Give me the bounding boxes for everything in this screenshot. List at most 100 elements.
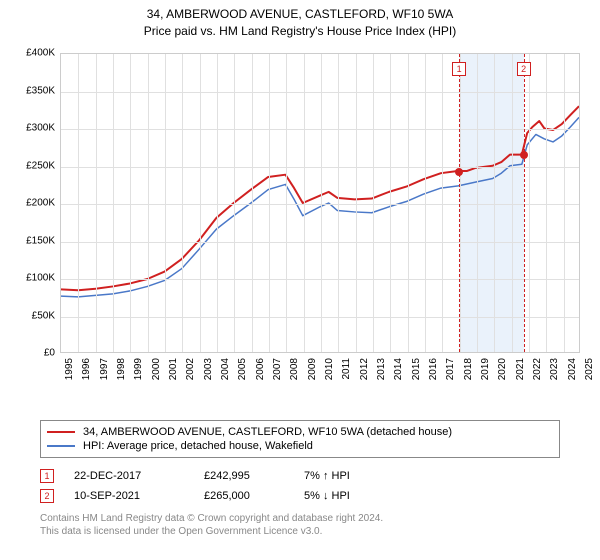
legend-item: 34, AMBERWOOD AVENUE, CASTLEFORD, WF10 5… <box>47 425 553 439</box>
gridline-v <box>165 54 166 352</box>
title-subtitle: Price paid vs. HM Land Registry's House … <box>0 23 600 40</box>
sale-row: 210-SEP-2021£265,0005% ↓ HPI <box>40 486 560 506</box>
gridline-v <box>546 54 547 352</box>
x-tick-label: 2014 <box>393 358 404 380</box>
x-tick-label: 1997 <box>99 358 110 380</box>
legend-label: 34, AMBERWOOD AVENUE, CASTLEFORD, WF10 5… <box>83 426 452 438</box>
x-tick-label: 2009 <box>307 358 318 380</box>
gridline-v <box>182 54 183 352</box>
gridline-v <box>529 54 530 352</box>
gridline-v <box>494 54 495 352</box>
x-tick-label: 2011 <box>341 358 352 380</box>
y-tick-label: £0 <box>10 348 55 359</box>
attribution-line1: Contains HM Land Registry data © Crown c… <box>40 512 560 525</box>
gridline-v <box>321 54 322 352</box>
gridline-v <box>234 54 235 352</box>
x-tick-label: 2010 <box>324 358 335 380</box>
gridline-v <box>338 54 339 352</box>
gridline-v <box>356 54 357 352</box>
x-tick-label: 1996 <box>81 358 92 380</box>
x-tick-label: 2024 <box>567 358 578 380</box>
legend-label: HPI: Average price, detached house, Wake… <box>83 440 313 452</box>
gridline-v <box>564 54 565 352</box>
x-tick-label: 2002 <box>185 358 196 380</box>
x-tick-label: 2007 <box>272 358 283 380</box>
legend-swatch <box>47 431 75 433</box>
x-tick-label: 2023 <box>549 358 560 380</box>
x-tick-label: 2020 <box>497 358 508 380</box>
gridline-v <box>200 54 201 352</box>
sale-date: 10-SEP-2021 <box>74 490 184 502</box>
gridline-h <box>61 167 579 168</box>
x-tick-label: 2017 <box>445 358 456 380</box>
y-tick-label: £200K <box>10 198 55 209</box>
gridline-v <box>252 54 253 352</box>
gridline-v <box>390 54 391 352</box>
sale-marker-box: 1 <box>452 62 466 76</box>
x-tick-label: 2008 <box>289 358 300 380</box>
x-tick-label: 2022 <box>532 358 543 380</box>
series-property <box>61 106 579 290</box>
sale-row-number: 2 <box>40 489 54 503</box>
y-tick-label: £250K <box>10 160 55 171</box>
gridline-v <box>477 54 478 352</box>
x-tick-label: 1999 <box>133 358 144 380</box>
gridline-v <box>425 54 426 352</box>
line-series-svg <box>61 54 579 352</box>
legend-item: HPI: Average price, detached house, Wake… <box>47 439 553 453</box>
gridline-v <box>148 54 149 352</box>
x-tick-label: 2000 <box>151 358 162 380</box>
x-tick-label: 1995 <box>64 358 75 380</box>
y-tick-label: £150K <box>10 235 55 246</box>
gridline-v <box>512 54 513 352</box>
gridline-v <box>304 54 305 352</box>
y-tick-label: £100K <box>10 273 55 284</box>
x-tick-label: 2021 <box>515 358 526 380</box>
gridline-v <box>130 54 131 352</box>
legend-box: 34, AMBERWOOD AVENUE, CASTLEFORD, WF10 5… <box>40 420 560 458</box>
x-tick-label: 2019 <box>480 358 491 380</box>
gridline-v <box>286 54 287 352</box>
gridline-h <box>61 92 579 93</box>
x-tick-label: 2016 <box>428 358 439 380</box>
x-tick-label: 2001 <box>168 358 179 380</box>
x-tick-label: 2012 <box>359 358 370 380</box>
legend-swatch <box>47 445 75 447</box>
gridline-v <box>78 54 79 352</box>
sale-marker-box: 2 <box>517 62 531 76</box>
sale-vline <box>524 54 525 352</box>
y-tick-label: £300K <box>10 123 55 134</box>
gridline-v <box>217 54 218 352</box>
gridline-v <box>442 54 443 352</box>
gridline-v <box>113 54 114 352</box>
chart-title-block: 34, AMBERWOOD AVENUE, CASTLEFORD, WF10 5… <box>0 0 600 40</box>
x-tick-label: 2018 <box>463 358 474 380</box>
gridline-v <box>408 54 409 352</box>
sale-delta: 7% ↑ HPI <box>304 470 560 482</box>
gridline-h <box>61 317 579 318</box>
sales-table: 122-DEC-2017£242,9957% ↑ HPI 2 10-SEP-2021… <box>40 466 560 506</box>
gridline-h <box>61 279 579 280</box>
gridline-v <box>269 54 270 352</box>
gridline-h <box>61 242 579 243</box>
title-address: 34, AMBERWOOD AVENUE, CASTLEFORD, WF10 5… <box>0 6 600 23</box>
gridline-h <box>61 204 579 205</box>
y-tick-label: £400K <box>10 48 55 59</box>
x-tick-label: 1998 <box>116 358 127 380</box>
plot-area: 12 <box>60 53 580 353</box>
x-tick-label: 2003 <box>203 358 214 380</box>
chart: 12 £0£50K£100K£150K£200K£250K£300K£350K£… <box>10 48 590 388</box>
x-tick-label: 2025 <box>584 358 595 380</box>
sale-point-dot <box>520 151 528 159</box>
y-tick-label: £350K <box>10 85 55 96</box>
attribution: Contains HM Land Registry data © Crown c… <box>40 506 560 538</box>
x-tick-label: 2004 <box>220 358 231 380</box>
x-tick-label: 2013 <box>376 358 387 380</box>
x-tick-label: 2005 <box>237 358 248 380</box>
gridline-h <box>61 129 579 130</box>
y-tick-label: £50K <box>10 310 55 321</box>
x-tick-label: 2006 <box>255 358 266 380</box>
sale-row-number: 1 <box>40 469 54 483</box>
sale-row: 122-DEC-2017£242,9957% ↑ HPI <box>40 466 560 486</box>
x-tick-label: 2015 <box>411 358 422 380</box>
